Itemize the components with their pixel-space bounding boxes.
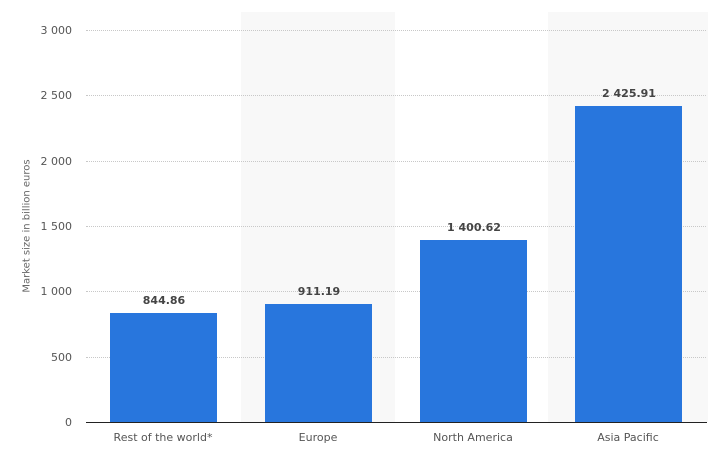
xtick-label: Rest of the world*: [113, 431, 213, 444]
value-label: 844.86: [142, 294, 186, 307]
value-label: 911.19: [297, 285, 341, 298]
ytick-label: 500: [51, 351, 72, 364]
gridline-1000: [86, 291, 706, 292]
xtick-label: Asia Pacific: [597, 431, 659, 444]
ytick-label: 2 000: [40, 155, 73, 168]
ytick-label: 1 000: [40, 285, 73, 298]
gridline-3000: [86, 30, 706, 31]
bar-rest-of-the-world[interactable]: [110, 313, 217, 422]
x-axis-line: [86, 422, 707, 423]
bar-europe[interactable]: [265, 304, 372, 422]
gridline-2000: [86, 161, 706, 162]
value-label: 1 400.62: [447, 221, 501, 234]
xtick-label: North America: [433, 431, 513, 444]
ytick-label: 0: [65, 416, 72, 429]
bar-asia-pacific[interactable]: [575, 106, 682, 422]
ytick-label: 2 500: [40, 89, 73, 102]
ytick-label: 1 500: [40, 220, 73, 233]
y-axis-title: Market size in billion euros: [21, 159, 33, 293]
gridline-500: [86, 357, 706, 358]
xtick-label: Europe: [298, 431, 338, 444]
ytick-label: 3 000: [40, 24, 73, 37]
value-label: 2 425.91: [602, 87, 656, 100]
gridline-1500: [86, 226, 706, 227]
bar-north-america[interactable]: [420, 240, 527, 422]
gridline-2500: [86, 95, 706, 96]
